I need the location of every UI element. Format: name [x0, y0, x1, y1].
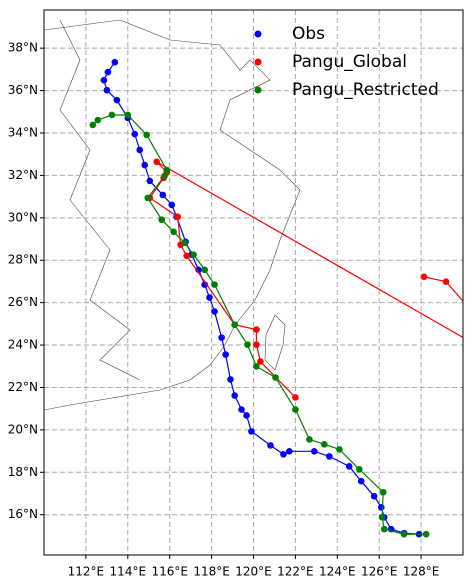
x-tick-label: 128°E	[403, 565, 440, 579]
legend: Obs Pangu_Global Pangu_Restricted	[254, 24, 439, 100]
track-point	[227, 376, 234, 383]
y-tick-label: 34°N	[8, 125, 38, 139]
track-point	[158, 216, 166, 224]
legend-label: Pangu_Restricted	[292, 80, 439, 100]
track-point	[253, 341, 260, 348]
y-tick-label: 38°N	[8, 41, 38, 55]
track-point	[422, 530, 430, 538]
track-point	[104, 68, 112, 76]
track-point	[243, 412, 250, 419]
track-point	[146, 177, 154, 185]
track-point	[190, 251, 197, 259]
legend-marker	[254, 86, 262, 94]
y-tick-label: 22°N	[8, 380, 38, 394]
track-point	[124, 111, 132, 119]
track-point	[94, 116, 102, 124]
legend-label: Obs	[292, 24, 325, 44]
track-point	[280, 450, 287, 458]
track-point	[326, 453, 333, 460]
track-point	[108, 111, 116, 119]
track-point	[201, 281, 208, 288]
x-tick-label: 126°E	[361, 565, 398, 579]
track-point	[170, 228, 177, 236]
y-tick-label: 20°N	[8, 422, 38, 436]
track-point	[218, 334, 225, 341]
track-point	[163, 166, 171, 174]
track-point	[378, 513, 386, 521]
track-point	[103, 86, 111, 94]
track-point	[113, 96, 121, 104]
track-point	[244, 341, 251, 348]
track-point	[143, 131, 150, 139]
track-point	[153, 158, 161, 166]
y-tick-label: 16°N	[8, 507, 38, 521]
track-point	[310, 448, 318, 455]
track-point	[400, 530, 408, 538]
track-point	[222, 351, 229, 358]
track-point	[201, 266, 208, 274]
y-tick-label: 36°N	[8, 83, 38, 97]
track-point	[253, 363, 260, 370]
track-point	[144, 194, 152, 202]
track-point	[292, 406, 299, 413]
x-tick-label: 112°E	[68, 565, 105, 579]
track-point	[355, 466, 363, 473]
track-point	[100, 76, 108, 84]
x-tick-label: 114°E	[110, 565, 147, 579]
y-tick-label: 32°N	[8, 168, 38, 182]
track-point	[420, 273, 428, 281]
x-tick-label: 116°E	[151, 565, 188, 579]
track-point	[141, 161, 149, 169]
legend-marker	[254, 30, 262, 38]
track-point	[183, 252, 190, 260]
x-tick-label: 118°E	[193, 565, 230, 579]
track-point	[131, 130, 139, 138]
track-point	[379, 488, 387, 496]
plot-layer	[44, 10, 463, 555]
track-point	[231, 392, 238, 399]
track-point	[136, 146, 144, 154]
track-point	[380, 525, 388, 533]
track-point	[174, 213, 181, 221]
y-tick-label: 18°N	[8, 465, 38, 479]
track-point	[211, 308, 218, 315]
track-point	[89, 121, 97, 129]
track-point	[267, 442, 274, 449]
track-point	[345, 463, 353, 470]
legend-marker	[254, 58, 262, 66]
track-point	[286, 448, 293, 455]
track-point	[168, 201, 176, 209]
track-point	[206, 294, 213, 301]
track-point	[181, 239, 188, 247]
track-point	[111, 58, 119, 66]
track-point	[272, 374, 279, 381]
track-point	[238, 406, 245, 413]
coastline	[44, 19, 301, 411]
y-tick-label: 28°N	[8, 253, 38, 267]
track-point	[306, 436, 313, 443]
track-point	[231, 321, 238, 329]
track-point	[248, 428, 255, 435]
y-tick-label: 26°N	[8, 295, 38, 309]
y-tick-label: 24°N	[8, 338, 38, 352]
track-point	[370, 492, 378, 500]
y-tick-label: 30°N	[8, 210, 38, 224]
track-line	[92, 114, 427, 535]
track-point	[257, 358, 264, 365]
x-tick-label: 122°E	[277, 565, 314, 579]
track-point	[357, 477, 365, 485]
track-point	[336, 446, 343, 453]
track-point	[211, 281, 218, 288]
x-tick-label: 120°E	[235, 565, 272, 579]
track-point	[442, 278, 450, 285]
x-tick-label: 124°E	[319, 565, 356, 579]
track-point	[161, 172, 168, 180]
track-point	[321, 441, 328, 448]
track-point	[159, 191, 167, 199]
legend-label: Pangu_Global	[292, 52, 407, 72]
track-point	[377, 503, 385, 511]
track-point	[292, 394, 299, 401]
track-point	[253, 326, 260, 333]
